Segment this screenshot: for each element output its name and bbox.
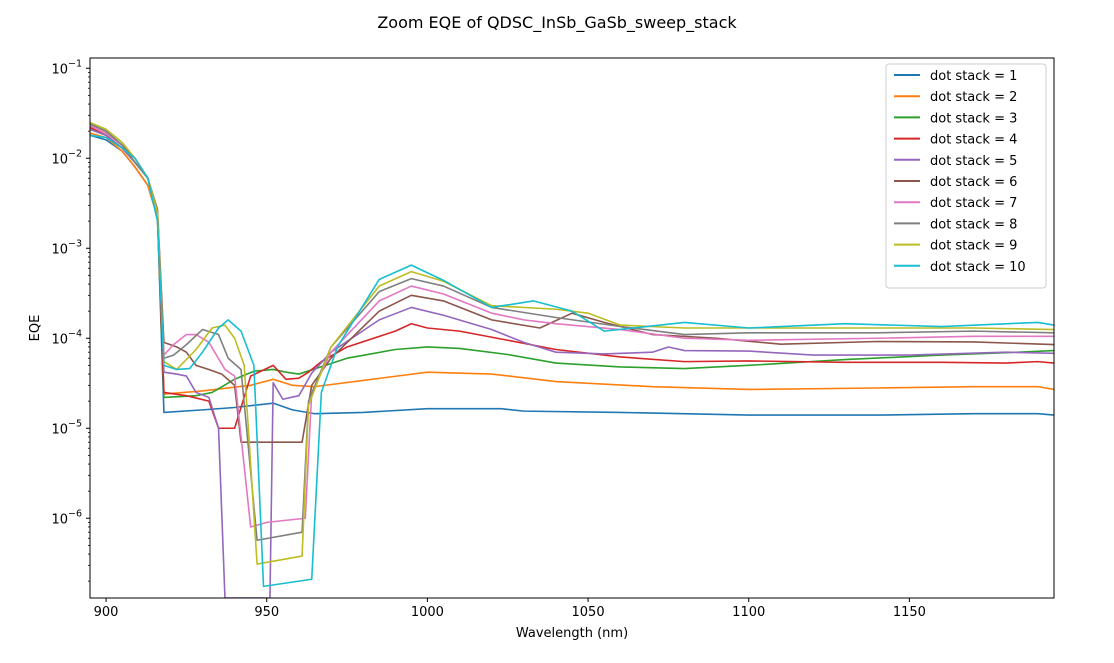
chart-title: Zoom EQE of QDSC_InSb_GaSb_sweep_stack bbox=[377, 13, 737, 33]
y-tick-exponent: −2 bbox=[68, 148, 82, 159]
series-line-9 bbox=[90, 121, 1054, 565]
x-axis-ticks: 900 950 1000 1050 1100 1150 bbox=[94, 598, 926, 620]
x-axis-label: Wavelength (nm) bbox=[516, 626, 628, 641]
legend-label: dot stack = 3 bbox=[930, 111, 1017, 126]
y-tick-label: 10−4 bbox=[51, 328, 82, 347]
legend-label: dot stack = 7 bbox=[930, 196, 1017, 211]
legend-label: dot stack = 4 bbox=[930, 133, 1017, 148]
x-tick-label: 1000 bbox=[411, 605, 444, 620]
y-tick-label: 10−6 bbox=[51, 508, 82, 527]
y-tick-base: 10 bbox=[51, 242, 68, 257]
legend-label: dot stack = 1 bbox=[930, 69, 1017, 84]
legend-label: dot stack = 8 bbox=[930, 217, 1017, 232]
legend-box bbox=[885, 63, 1047, 289]
y-tick-label: 10−1 bbox=[51, 58, 82, 77]
y-tick-label: 10−2 bbox=[51, 148, 82, 167]
legend-label: dot stack = 10 bbox=[930, 260, 1026, 275]
x-tick-label: 1050 bbox=[572, 605, 605, 620]
legend-label: dot stack = 9 bbox=[930, 239, 1017, 254]
y-tick-exponent: −1 bbox=[68, 58, 82, 69]
y-tick-exponent: −3 bbox=[68, 238, 82, 249]
x-tick-label: 900 bbox=[94, 605, 119, 620]
y-tick-base: 10 bbox=[51, 512, 68, 527]
legend-label: dot stack = 6 bbox=[930, 175, 1017, 190]
y-tick-base: 10 bbox=[51, 332, 68, 347]
series-line-10 bbox=[90, 134, 1054, 588]
y-tick-label: 10−3 bbox=[51, 238, 82, 257]
y-axis-label: EQE bbox=[28, 315, 43, 342]
y-tick-base: 10 bbox=[51, 62, 68, 77]
legend-label: dot stack = 2 bbox=[930, 90, 1017, 105]
legend: dot stack = 1 dot stack = 2 dot stack = 3 d… bbox=[885, 63, 1047, 289]
y-tick-base: 10 bbox=[51, 422, 68, 437]
y-tick-exponent: −4 bbox=[68, 328, 82, 339]
y-tick-label: 10−5 bbox=[51, 418, 82, 437]
series-layer bbox=[90, 121, 1054, 598]
y-tick-base: 10 bbox=[51, 152, 68, 167]
x-tick-label: 1150 bbox=[893, 605, 926, 620]
x-tick-label: 950 bbox=[254, 605, 279, 620]
legend-label: dot stack = 5 bbox=[930, 154, 1017, 169]
y-tick-exponent: −5 bbox=[68, 418, 82, 429]
x-tick-label: 1100 bbox=[732, 605, 765, 620]
plot-area: 900 950 1000 1050 1100 1150 10−610−510−410−31… bbox=[51, 57, 1055, 620]
y-tick-exponent: −6 bbox=[68, 508, 82, 519]
plot-frame bbox=[89, 57, 1055, 599]
y-axis-ticks: 10−610−510−410−310−210−1 bbox=[51, 58, 90, 582]
